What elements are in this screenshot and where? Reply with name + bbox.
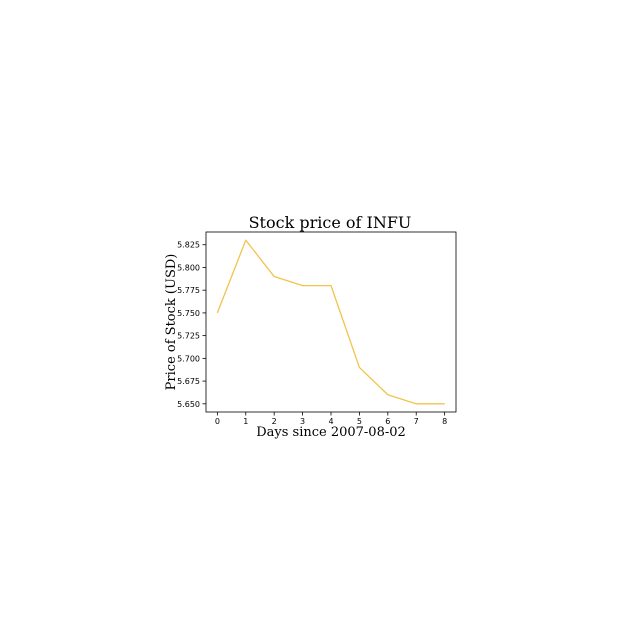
x-tick-label: 2 [272,417,277,426]
y-tick-label: 5.750 [177,309,200,318]
x-tick-label: 7 [414,417,419,426]
plot-area [205,231,457,413]
y-tick-label: 5.800 [177,263,200,272]
x-tick-label: 4 [328,417,333,426]
y-tick-label: 5.700 [177,354,200,363]
price-line [216,239,445,405]
series-layer [216,239,445,405]
y-tick-label: 5.675 [177,377,200,386]
y-tick-label: 5.775 [177,286,200,295]
x-axis: 0 1 2 3 4 5 6 7 8 [215,412,447,426]
plot-frame [205,231,457,413]
y-axis-label: Price of Stock (USD) [164,254,179,391]
chart-title: Stock price of INFU [249,213,412,232]
x-tick-label: 0 [215,417,220,426]
x-tick-label: 5 [357,417,362,426]
x-tick-label: 1 [243,417,248,426]
x-tick-label: 6 [385,417,390,426]
x-tick-label: 8 [442,417,447,426]
y-tick-label: 5.825 [177,241,200,250]
x-tick-label: 3 [300,417,305,426]
y-tick-label: 5.725 [177,332,200,341]
y-tick-label: 5.650 [177,400,200,409]
x-axis-label: Days since 2007-08-02 [256,425,406,440]
y-axis: 5.650 5.675 5.700 5.725 5.750 5.775 5.800 5.825 [177,241,206,409]
